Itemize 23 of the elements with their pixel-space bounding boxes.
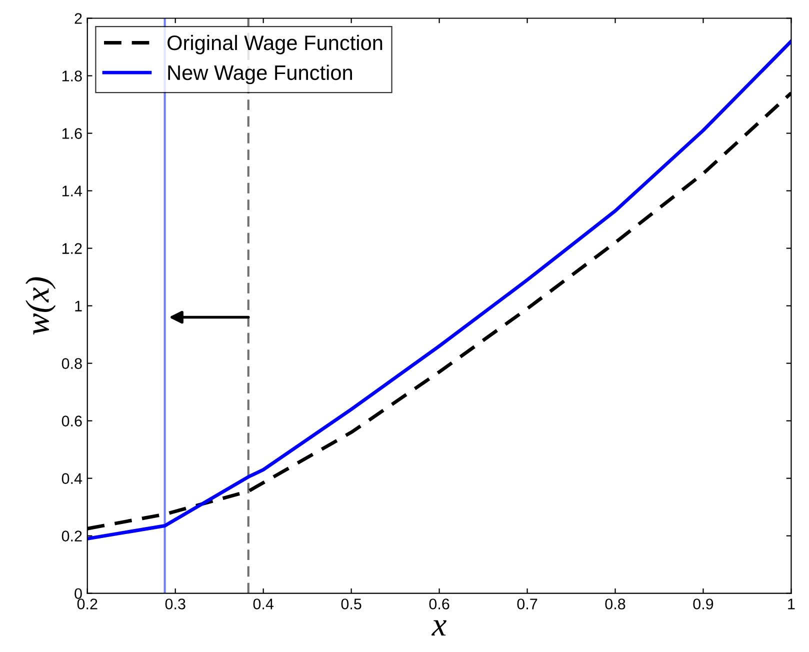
x-tick-label: 0.8: [605, 598, 626, 610]
y-tick-label: 1: [75, 300, 82, 312]
x-tick-label: 0.7: [517, 598, 538, 610]
y-tick-label: 1.4: [62, 186, 82, 196]
x-tick-label: 0.9: [693, 598, 714, 610]
y-tick-label: 1.8: [62, 70, 82, 82]
y-tick-label: 0.4: [62, 473, 82, 484]
legend-label: Original Wage Function: [168, 34, 382, 54]
x-axis-title: x: [431, 620, 446, 636]
legend-label: New Wage Function: [168, 64, 352, 84]
x-tick-label: 0.5: [341, 598, 362, 610]
y-tick-label: 0.2: [62, 530, 82, 542]
y-tick-label: 0: [74, 588, 82, 600]
y-tick-label: 2: [74, 13, 82, 24]
y-tick-label: 0.8: [62, 358, 82, 369]
x-tick-label: 1: [788, 598, 795, 610]
x-tick-label: 0.3: [165, 598, 186, 610]
x-tick-label: 0.6: [429, 598, 450, 610]
y-axis-title: w(x): [25, 277, 56, 335]
y-tick-label: 1.2: [62, 243, 82, 254]
y-tick-label: 1.6: [62, 128, 82, 139]
x-tick-label: 0.4: [253, 598, 274, 610]
y-tick-label: 0.6: [62, 416, 82, 426]
